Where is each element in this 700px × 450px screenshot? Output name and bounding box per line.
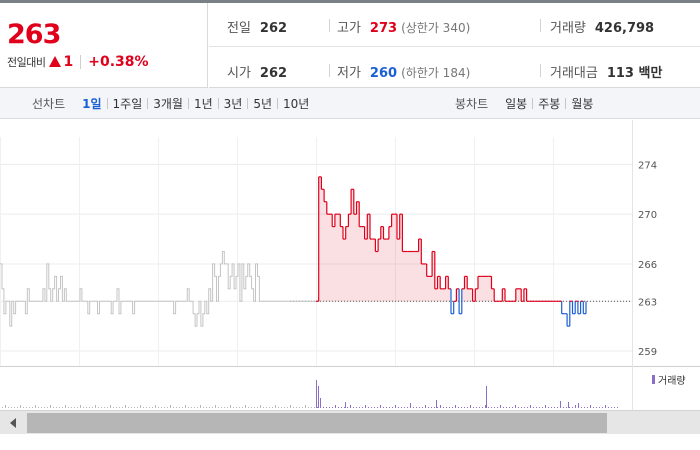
y-axis: 274 270 266 263 259 bbox=[638, 160, 657, 358]
stat-low: 저가 260 (하한가 184) bbox=[337, 62, 470, 81]
y-tick-label: 274 bbox=[638, 160, 657, 171]
stat-value: 273 bbox=[369, 21, 398, 36]
tab-5years[interactable]: 5년 bbox=[253, 97, 273, 111]
stats-divider bbox=[209, 46, 700, 47]
today-line bbox=[316, 176, 587, 327]
tab-1week[interactable]: 1주일 bbox=[112, 97, 143, 111]
y-tick-label: 266 bbox=[638, 260, 657, 271]
stat-label: 저가 bbox=[337, 66, 361, 81]
tab-separator bbox=[565, 98, 567, 109]
scroll-left-button[interactable] bbox=[0, 411, 26, 435]
tab-1day[interactable]: 1일 bbox=[82, 97, 102, 111]
stat-separator bbox=[540, 64, 541, 77]
candle-chart-title: 봉차트 bbox=[455, 97, 489, 111]
current-price: 263 bbox=[7, 19, 61, 50]
change-divider bbox=[80, 55, 82, 69]
stat-value: 113 백만 bbox=[606, 66, 663, 81]
today-area-fill bbox=[316, 176, 586, 302]
volume-legend: 거래량 bbox=[652, 372, 686, 387]
volume-bars bbox=[2, 380, 618, 408]
stat-value: 262 bbox=[259, 21, 288, 36]
tab-3months[interactable]: 3개월 bbox=[153, 97, 183, 111]
top-border bbox=[0, 0, 700, 3]
stat-label: 고가 bbox=[337, 21, 361, 36]
chevron-left-icon bbox=[10, 418, 16, 428]
stat-prev-close: 전일 262 bbox=[227, 17, 287, 36]
line-chart-title: 선차트 bbox=[32, 97, 66, 111]
stat-label: 거래대금 bbox=[550, 66, 598, 81]
stat-value: 262 bbox=[259, 66, 288, 81]
stat-label: 거래량 bbox=[550, 21, 586, 36]
tab-separator bbox=[247, 98, 249, 109]
stats-panel: 전일 262 고가 273 (상한가 340) 거래량 426,798 시가 2… bbox=[209, 3, 700, 88]
y-tick-label: 270 bbox=[638, 210, 657, 221]
tab-daily-candle[interactable]: 일봉 bbox=[505, 97, 528, 111]
stat-separator bbox=[329, 64, 330, 77]
tab-weekly-candle[interactable]: 주봉 bbox=[538, 97, 561, 111]
stat-label: 시가 bbox=[227, 66, 251, 81]
triangle-up-icon bbox=[49, 55, 62, 67]
line-chart-tabs: 선차트 1일 1주일 3개월 1년 3년 5년 10년 bbox=[32, 88, 314, 119]
chart-grid bbox=[0, 120, 700, 410]
stat-open: 시가 262 bbox=[227, 62, 287, 81]
change-value: 1 bbox=[63, 54, 74, 70]
stat-value: 426,798 bbox=[594, 21, 655, 36]
change-label: 전일대비 bbox=[7, 56, 46, 69]
previous-day-line bbox=[0, 251, 316, 327]
y-tick-label: 259 bbox=[638, 347, 657, 358]
price-chart: 274 270 266 263 259 bbox=[0, 120, 700, 410]
change-row: 전일대비 1 +0.38% bbox=[7, 54, 149, 70]
stat-volume: 거래량 426,798 bbox=[550, 17, 654, 36]
volume-swatch bbox=[652, 375, 655, 384]
tab-10years[interactable]: 10년 bbox=[283, 97, 310, 111]
volume-legend-label: 거래량 bbox=[658, 376, 686, 387]
scrollbar-thumb[interactable] bbox=[27, 413, 607, 433]
chart-period-bar: 선차트 1일 1주일 3개월 1년 3년 5년 10년 봉차트 일봉 주봉 월봉 bbox=[0, 88, 700, 119]
tab-monthly-candle[interactable]: 월봉 bbox=[571, 97, 594, 111]
price-summary: 263 전일대비 1 +0.38% bbox=[0, 3, 208, 88]
stat-limit-up: (상한가 340) bbox=[401, 21, 471, 35]
stat-separator bbox=[540, 19, 541, 32]
y-tick-label: 263 bbox=[638, 297, 657, 308]
stat-label: 전일 bbox=[227, 21, 251, 36]
change-percent: +0.38% bbox=[88, 54, 149, 70]
stat-amount: 거래대금 113 백만 bbox=[550, 62, 662, 81]
tab-3years[interactable]: 3년 bbox=[223, 97, 243, 111]
tab-separator bbox=[187, 98, 189, 109]
tab-separator bbox=[277, 98, 279, 109]
tab-separator bbox=[217, 98, 219, 109]
tab-separator bbox=[106, 98, 108, 109]
tab-separator bbox=[147, 98, 149, 109]
stat-high: 고가 273 (상한가 340) bbox=[337, 17, 470, 36]
candle-chart-tabs: 봉차트 일봉 주봉 월봉 bbox=[455, 88, 598, 119]
stat-separator bbox=[329, 19, 330, 32]
previous-day-path bbox=[0, 251, 316, 327]
tab-1year[interactable]: 1년 bbox=[193, 97, 213, 111]
stat-limit-down: (하한가 184) bbox=[401, 66, 471, 80]
stat-value: 260 bbox=[369, 66, 398, 81]
chart-scrollbar[interactable] bbox=[0, 410, 700, 434]
tab-separator bbox=[532, 98, 534, 109]
